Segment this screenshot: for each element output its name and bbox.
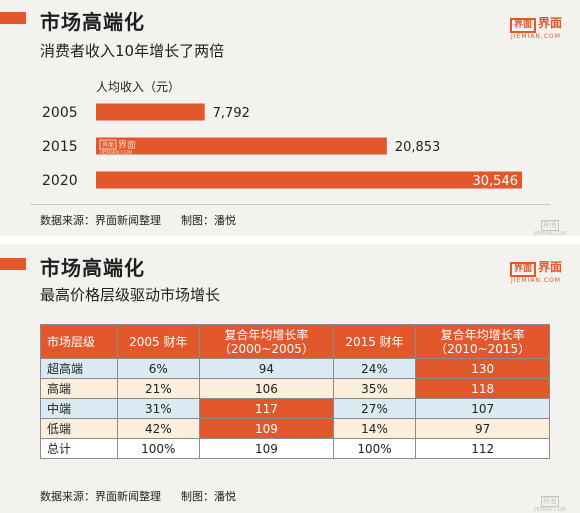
cell: 31% <box>116 398 201 419</box>
table-row: 超高端 6% 94 24% 130 <box>40 358 550 379</box>
watermark-logo: 界面 JIEMIAN.COM <box>534 212 566 237</box>
bar-watermark-box: 界面 <box>102 142 114 149</box>
cell: 21% <box>116 378 201 399</box>
table-row: 总计 100% 109 100% 112 <box>40 438 550 459</box>
source-line: 数据来源：界面新闻整理 制图：潘悦 <box>40 212 256 228</box>
cell-highlight: 118 <box>415 378 550 399</box>
watermark-logo: 界面 JIEMIAN.COM <box>534 488 566 513</box>
value-label: 7,792 <box>213 106 250 121</box>
accent-bar <box>0 12 26 24</box>
watermark-sub: JIEMIAN.COM <box>533 507 566 513</box>
header-fy2005: 2005 财年 <box>116 324 201 359</box>
cell: 42% <box>116 418 201 439</box>
logo-box-icon: 界面 <box>509 18 536 33</box>
category-label: 2020 <box>42 173 78 189</box>
panel1-title: 市场高端化 <box>40 10 145 34</box>
accent-bar <box>0 258 26 270</box>
panel2-title: 市场高端化 <box>40 256 145 280</box>
divider <box>30 204 550 205</box>
cell: 109 <box>199 438 334 459</box>
cell-highlight: 109 <box>199 418 334 439</box>
market-tier-table: 市场层级 2005 财年 复合年均增长率 （2000~2005） 2015 财年 … <box>40 324 550 459</box>
cell: 107 <box>415 398 550 419</box>
cell-tier: 超高端 <box>40 358 118 379</box>
income-chart-panel: 市场高端化 消费者收入10年增长了两倍 界面 界面 JIEMIAN.COM 人均收… <box>0 0 580 237</box>
logo-box-icon: 界面 <box>509 262 536 277</box>
cell: 97 <box>415 418 550 439</box>
logo-sub: JIEMIAN.COM <box>511 277 561 284</box>
cell: 6% <box>116 358 201 379</box>
header-cagr-2000-2005: 复合年均增长率 （2000~2005） <box>199 324 334 359</box>
chart-ylabel: 人均收入（元） <box>96 80 181 94</box>
cell-highlight: 130 <box>415 358 550 379</box>
cell: 94 <box>199 358 334 379</box>
cell-tier: 中端 <box>40 398 118 419</box>
source-text: 数据来源：界面新闻整理 <box>40 490 161 503</box>
cell-highlight: 117 <box>199 398 334 419</box>
table-row: 低端 42% 109 14% 97 <box>40 418 550 439</box>
watermark-box-icon: 界面 <box>540 220 559 231</box>
cell: 112 <box>415 438 550 459</box>
bar-watermark-sub: JIEMIAN.COM <box>99 150 132 156</box>
value-label: 20,853 <box>395 140 441 155</box>
logo-text: 界面 <box>537 16 562 30</box>
watermark-sub: JIEMIAN.COM <box>533 231 566 237</box>
cell: 27% <box>332 398 417 419</box>
cell: 106 <box>199 378 334 399</box>
panel1-subtitle: 消费者收入10年增长了两倍 <box>40 42 225 60</box>
header-tier: 市场层级 <box>40 324 118 359</box>
market-table-panel: 市场高端化 最高价格层级驱动市场增长 界面 界面 JIEMIAN.COM 市场层级… <box>0 244 580 513</box>
value-label: 30,546 <box>473 174 519 189</box>
cell: 35% <box>332 378 417 399</box>
jiemian-logo: 界面 界面 JIEMIAN.COM <box>509 12 562 40</box>
bar-2015 <box>96 137 387 155</box>
header-fy2015: 2015 财年 <box>332 324 417 359</box>
category-label: 2005 <box>42 105 78 121</box>
logo-text: 界面 <box>537 260 562 274</box>
bar-watermark-text: 界面 <box>118 140 136 151</box>
cell: 100% <box>116 438 201 459</box>
jiemian-logo: 界面 界面 JIEMIAN.COM <box>509 256 562 284</box>
watermark-box-icon: 界面 <box>540 496 559 507</box>
source-line: 数据来源：界面新闻整理 制图：潘悦 <box>40 488 256 504</box>
cell: 14% <box>332 418 417 439</box>
cell: 24% <box>332 358 417 379</box>
category-label: 2015 <box>42 139 78 155</box>
cell: 100% <box>332 438 417 459</box>
bar-watermark-box-icon <box>99 139 117 150</box>
source-text: 数据来源：界面新闻整理 <box>40 214 161 227</box>
panel-separator <box>0 236 580 244</box>
table-row: 中端 31% 117 27% 107 <box>40 398 550 419</box>
table-row: 高端 21% 106 35% 118 <box>40 378 550 399</box>
table-header-row: 市场层级 2005 财年 复合年均增长率 （2000~2005） 2015 财年 … <box>40 324 550 359</box>
bar-2005 <box>96 103 205 121</box>
panel2-subtitle: 最高价格层级驱动市场增长 <box>40 286 221 304</box>
header-cagr-2010-2015: 复合年均增长率 （2010~2015） <box>415 324 550 359</box>
cell-tier: 总计 <box>40 438 118 459</box>
credit-text: 制图：潘悦 <box>181 490 236 503</box>
logo-sub: JIEMIAN.COM <box>511 33 561 40</box>
credit-text: 制图：潘悦 <box>181 214 236 227</box>
cell-tier: 高端 <box>40 378 118 399</box>
bar-2020 <box>96 171 522 189</box>
cell-tier: 低端 <box>40 418 118 439</box>
